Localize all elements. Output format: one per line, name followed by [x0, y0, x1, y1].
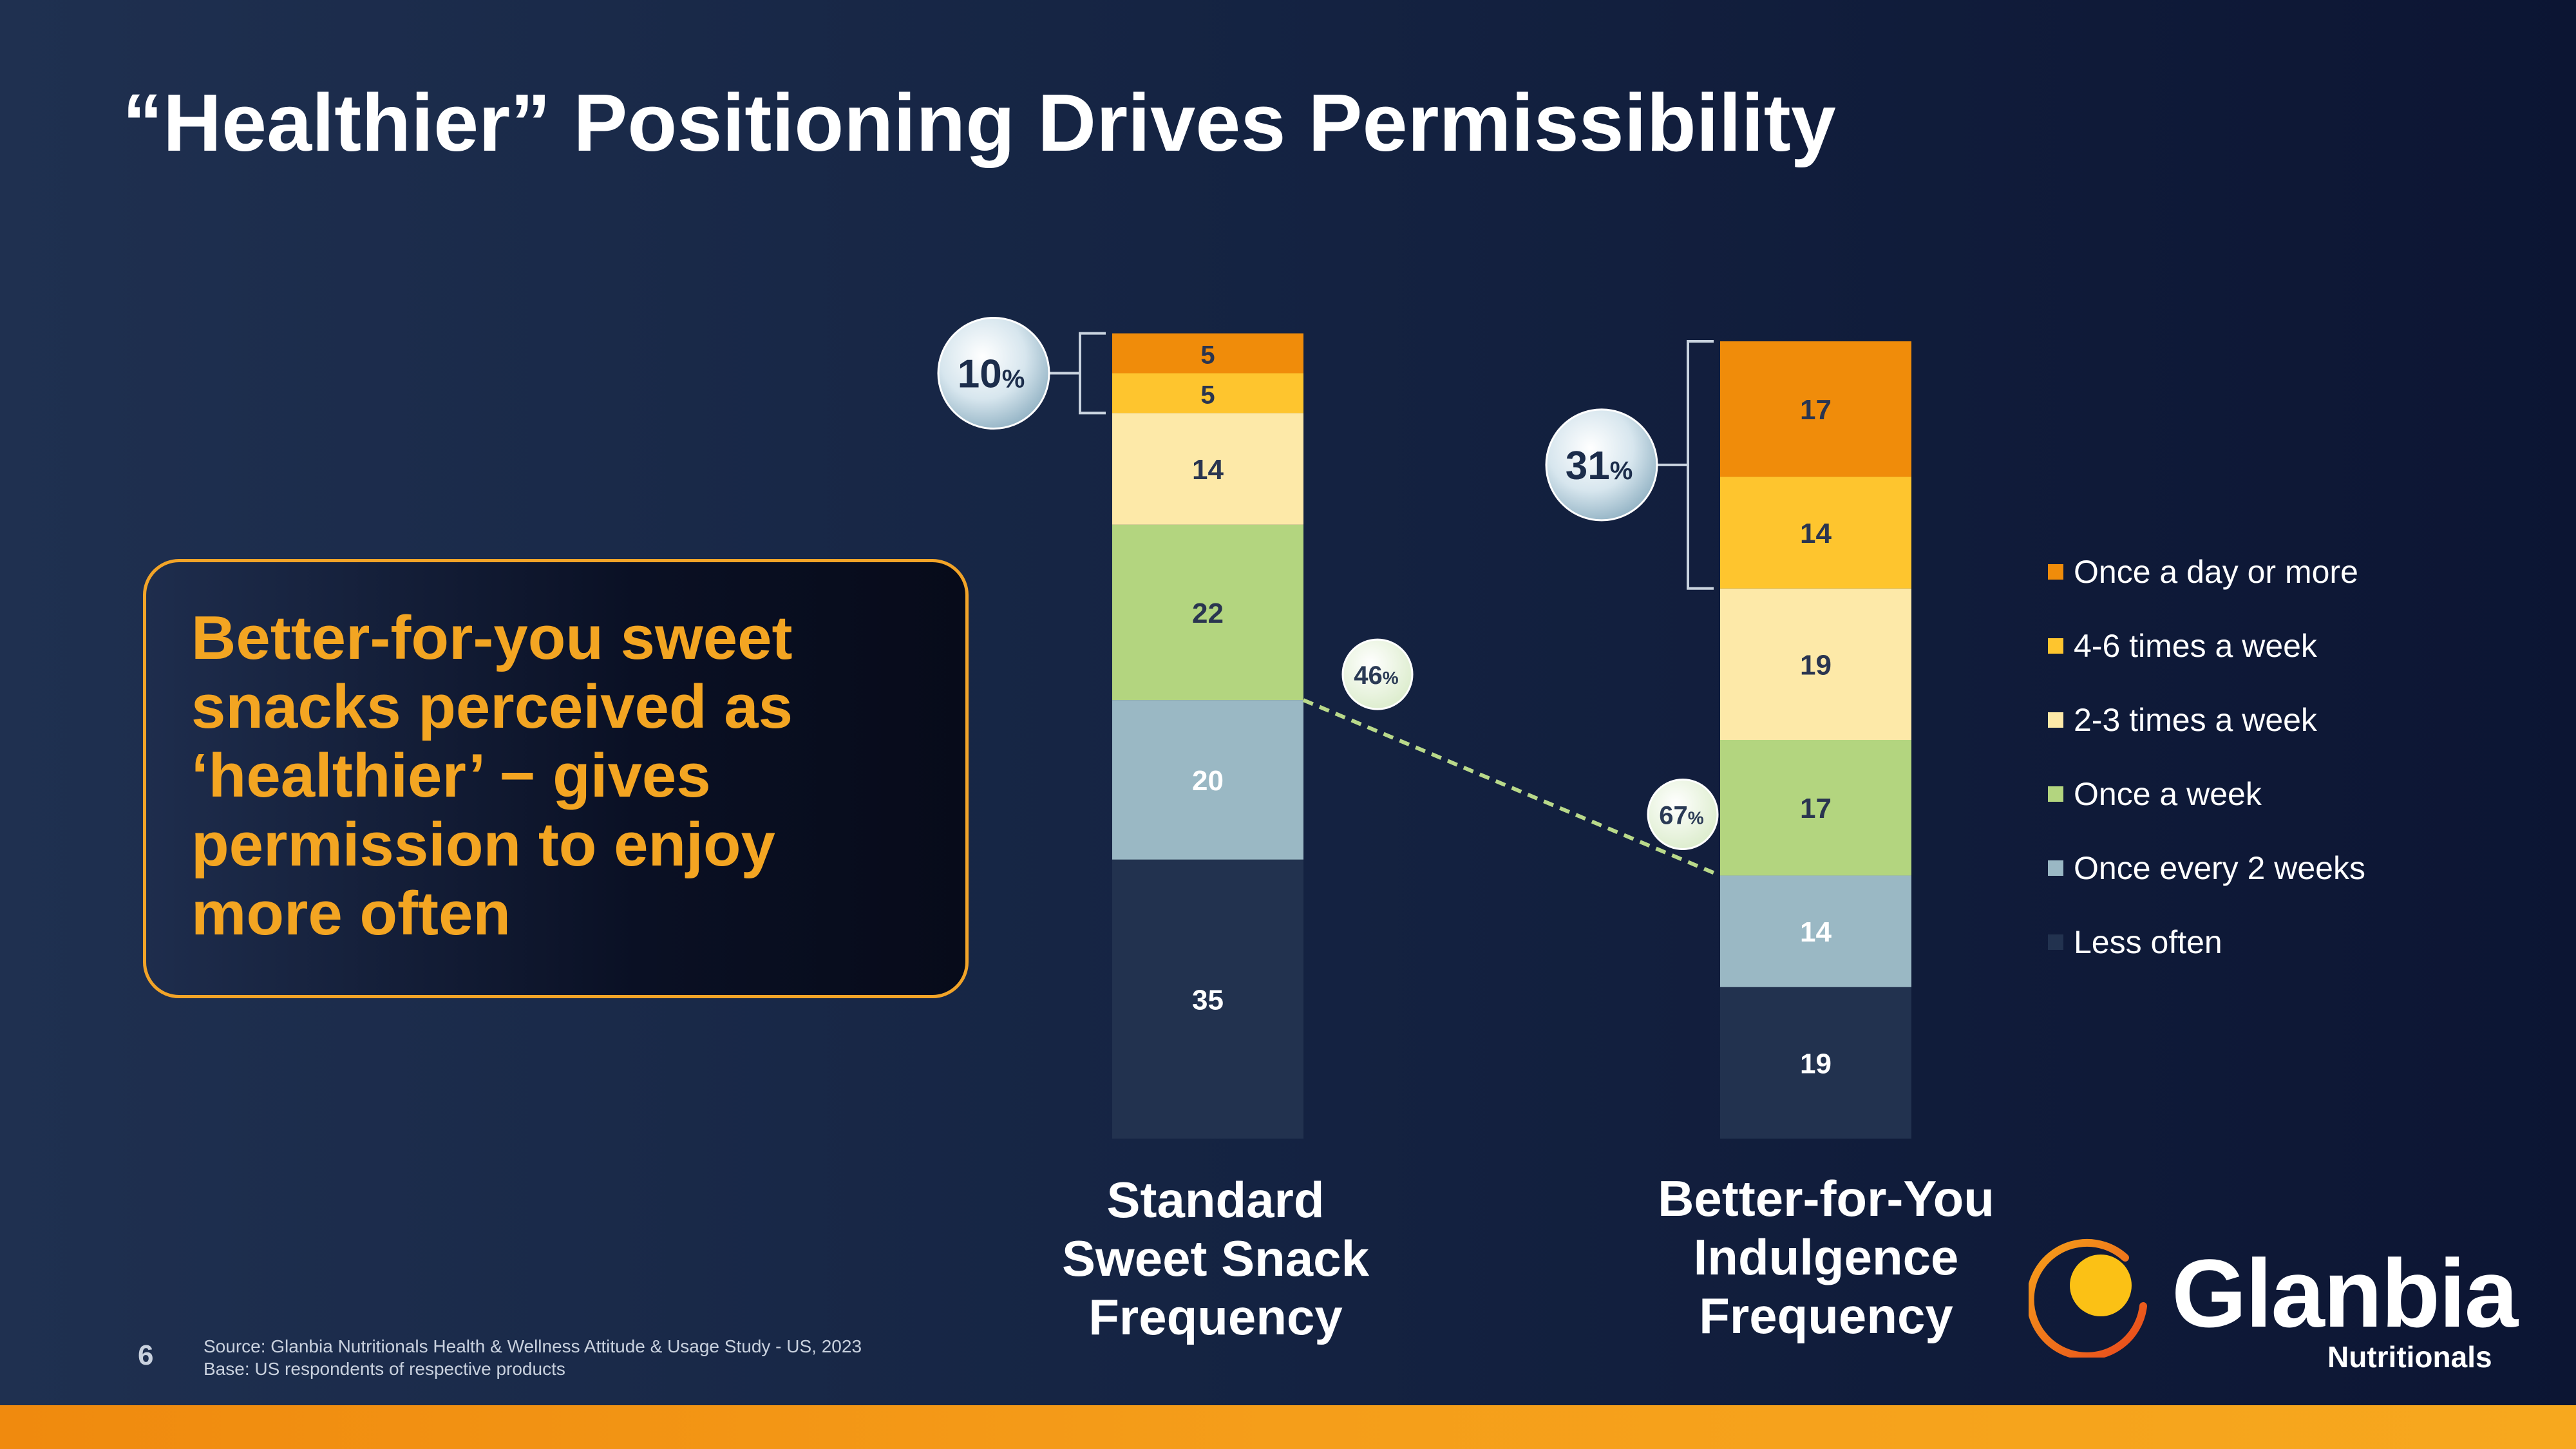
legend-swatch — [2048, 860, 2063, 876]
data-label: 5 — [1200, 341, 1215, 370]
data-label: 19 — [1800, 649, 1832, 681]
legend-label: 4-6 times a week — [2074, 627, 2317, 664]
data-label: 14 — [1800, 518, 1832, 549]
legend-label: Once a day or more — [2074, 553, 2358, 590]
data-label: 19 — [1800, 1048, 1832, 1079]
bar-segment-2-3-times-a-week — [1112, 413, 1303, 525]
bar-segment-less-often — [1720, 987, 1911, 1139]
bar-segment-once-a-day-or-more — [1112, 333, 1303, 374]
legend-swatch — [2048, 786, 2063, 802]
category-label: Standard Sweet Snack Frequency — [1036, 1171, 1396, 1347]
glanbia-sun-icon — [2029, 1238, 2147, 1358]
logo-wordmark: Glanbia — [2172, 1239, 2518, 1347]
legend-label: 2-3 times a week — [2074, 701, 2317, 738]
legend-item: Less often — [2048, 905, 2365, 979]
legend-label: Once a week — [2074, 775, 2262, 812]
bar-segment-once-a-day-or-more — [1720, 341, 1911, 477]
category-label: Better-for-You Indulgence Frequency — [1646, 1170, 2007, 1345]
bar-segment-2-3-times-a-week — [1720, 588, 1911, 740]
bar-segment-less-often — [1112, 859, 1303, 1139]
bar-segment-once-a-week — [1720, 740, 1911, 876]
legend-swatch — [2048, 564, 2063, 580]
weekly-share-bubble — [1647, 778, 1719, 850]
legend-swatch — [2048, 712, 2063, 728]
top-share-bubble — [1545, 408, 1658, 522]
legend-label: Less often — [2074, 923, 2222, 960]
category-label-line: Better-for-You — [1658, 1170, 1994, 1227]
legend-item: Once a day or more — [2048, 535, 2365, 609]
legend-item: 2-3 times a week — [2048, 683, 2365, 757]
data-label: 5 — [1200, 381, 1215, 409]
weekly-share-label: 46% — [1354, 661, 1399, 690]
callout-box: Better-for-you sweet snacks perceived as… — [143, 559, 969, 998]
source-line: Source: Glanbia Nutritionals Health & We… — [204, 1336, 862, 1356]
legend-label: Once every 2 weeks — [2074, 849, 2365, 886]
data-label: 22 — [1192, 598, 1224, 629]
legend-item: Once every 2 weeks — [2048, 831, 2365, 905]
legend-item: Once a week — [2048, 757, 2365, 831]
weekly-share-label: 67% — [1659, 801, 1704, 829]
page-number: 6 — [138, 1340, 154, 1371]
bar-segment-4-6-times-a-week — [1112, 373, 1303, 413]
bar-segment-4-6-times-a-week — [1720, 477, 1911, 589]
data-label: 17 — [1800, 394, 1832, 426]
bar-segment-once-a-week — [1112, 524, 1303, 701]
logo-subtitle: Nutritionals — [2327, 1340, 2492, 1374]
weekly-share-bubble — [1341, 638, 1414, 710]
data-label: 35 — [1192, 984, 1224, 1016]
top-share-label: 10% — [958, 352, 1025, 397]
page-title: “Healthier” Positioning Drives Permissib… — [122, 77, 1836, 168]
footer-bar — [0, 1405, 2576, 1449]
category-label-line: Frequency — [1088, 1289, 1343, 1345]
data-label: 20 — [1192, 765, 1224, 797]
top-share-label: 31% — [1566, 444, 1633, 488]
legend-swatch — [2048, 934, 2063, 950]
category-label-line: Frequency — [1699, 1287, 1953, 1344]
category-label-line: Indulgence — [1693, 1229, 1959, 1285]
weekly-connector-line — [1302, 698, 1721, 878]
glanbia-logo: Glanbia Nutritionals — [2029, 1229, 2518, 1377]
top-share-bubble — [937, 317, 1050, 430]
category-label-line: Sweet Snack — [1062, 1230, 1369, 1287]
data-label: 14 — [1800, 916, 1832, 948]
bracket — [1079, 332, 1106, 415]
legend-item: 4-6 times a week — [2048, 609, 2365, 683]
base-line: Base: US respondents of respective produ… — [204, 1359, 565, 1379]
legend-swatch — [2048, 638, 2063, 654]
bar-segment-once-every-2-weeks — [1720, 875, 1911, 987]
data-label: 14 — [1192, 454, 1224, 486]
callout-text: Better-for-you sweet snacks perceived as… — [191, 603, 793, 948]
chart-legend: Once a day or more 4-6 times a week 2-3 ti… — [2048, 535, 2365, 979]
category-label-line: Standard — [1106, 1171, 1325, 1228]
data-label: 17 — [1800, 793, 1832, 824]
bar-segment-once-every-2-weeks — [1112, 700, 1303, 860]
bracket — [1687, 340, 1714, 590]
source-note: Source: Glanbia Nutritionals Health & We… — [204, 1335, 862, 1380]
